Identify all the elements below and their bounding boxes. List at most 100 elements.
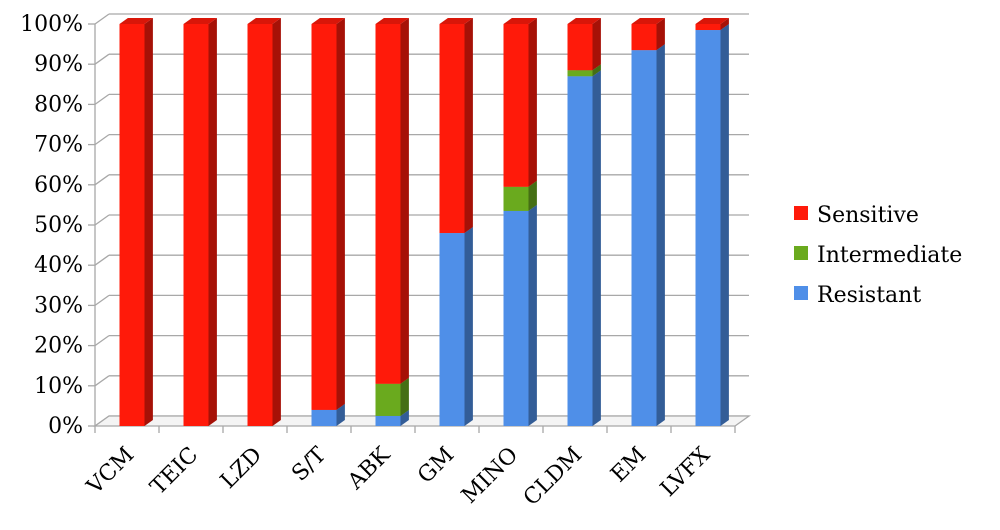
bar-segment-side (400, 18, 409, 384)
bar-segment-front (375, 383, 401, 416)
legend: Sensitive Intermediate Resistant (794, 203, 962, 308)
y-tick-label: 70% (34, 133, 83, 158)
bar-segment-side (208, 18, 217, 426)
legend-entry: Intermediate (794, 243, 962, 268)
x-tick-label: VCM (82, 443, 139, 500)
y-tick-label: 50% (34, 213, 83, 238)
bar-segment-top (247, 18, 281, 24)
gridline-depth (94, 214, 110, 226)
y-tick-labels: 0% 10% 20% 30% 40% 50% 60% 70% 80% 90% 100% (20, 12, 83, 439)
gridline-depth (94, 13, 110, 25)
bar-segment-side (656, 44, 665, 426)
x-tick-label: ABK (343, 442, 396, 495)
bar-segment-side (272, 18, 281, 426)
gridline-depth (94, 375, 110, 387)
bar-segment (695, 24, 729, 427)
bar-segment-front (631, 50, 657, 426)
bars (119, 18, 729, 427)
gridline-depth (94, 254, 110, 266)
bar-segment-top (119, 18, 153, 24)
gridline-depth (94, 174, 110, 186)
bar-segment-side (656, 18, 665, 51)
bar-segment (311, 18, 345, 410)
bar-segment-side (144, 18, 153, 426)
gridline-depth (94, 335, 110, 347)
bar-segment-front (503, 186, 529, 211)
gridline-depth (94, 134, 110, 146)
bar-segment (247, 18, 281, 426)
legend-label: Sensitive (817, 203, 919, 228)
legend-entry: Resistant (794, 283, 921, 308)
bar-segment-front (503, 210, 529, 426)
bar-segment (119, 18, 153, 426)
bar-segment-side (400, 377, 409, 416)
bar-segment-top (311, 18, 345, 24)
bar-segment-side (336, 18, 345, 410)
bar-segment-front (631, 24, 657, 51)
bar-segment (567, 18, 601, 71)
bar-segment-front (311, 409, 337, 426)
bar-segment (567, 70, 601, 426)
x-tick-label: LVFX (656, 442, 716, 502)
gridline-depth (94, 93, 110, 105)
y-tick-label: 90% (34, 52, 83, 77)
bar-segment-front (439, 24, 465, 234)
bar-segment-front (567, 76, 593, 426)
bar-segment-front (247, 24, 273, 426)
bar-segment (375, 18, 409, 384)
bar-segment-front (503, 24, 529, 187)
bar-segment (631, 18, 665, 51)
legend-label: Resistant (817, 283, 921, 308)
y-tick-label: 80% (34, 92, 83, 117)
bar-segment-front (439, 233, 465, 426)
bar-segment-side (592, 64, 601, 77)
legend-label: Intermediate (817, 243, 962, 268)
gridline-depth (94, 53, 110, 65)
legend-entry: Sensitive (794, 203, 919, 228)
bar-segment (439, 18, 473, 234)
bar-segment-side (528, 18, 537, 187)
bar-segment-front (119, 24, 145, 426)
bar-segment-side (592, 18, 601, 71)
bar-segment-side (528, 180, 537, 211)
bar-segment-front (183, 24, 209, 426)
y-tick-label: 60% (34, 173, 83, 198)
x-tick-label: MINO (457, 443, 523, 509)
bar-segment-front (567, 70, 593, 77)
bar-segment-front (311, 24, 337, 410)
x-tick-label: S/T (287, 442, 331, 486)
bar-segment (695, 18, 729, 31)
bar-segment (183, 18, 217, 426)
bar-segment (503, 18, 537, 187)
bar-segment-front (695, 30, 721, 427)
bar-segment-top (567, 18, 601, 24)
y-tick-label: 30% (34, 293, 83, 318)
bar-segment-side (336, 403, 345, 426)
x-tick-label: EM (606, 443, 651, 488)
bar-segment-front (695, 24, 721, 31)
legend-swatch (794, 206, 808, 220)
legend-swatch (794, 286, 808, 300)
bar-segment-side (528, 204, 537, 426)
x-tick-label: CLDM (519, 443, 587, 511)
bar-segment-side (400, 409, 409, 426)
x-tick-label: TEIC (146, 443, 203, 500)
bar-segment-front (375, 415, 401, 426)
x-tick-label: LZD (216, 443, 267, 494)
bar-segment-side (464, 227, 473, 426)
bar-segment-side (720, 18, 729, 31)
y-tick-label: 20% (34, 334, 83, 359)
x-tick-label: GM (413, 443, 459, 489)
bar-segment-top (375, 18, 409, 24)
gridline-depth (94, 294, 110, 306)
y-tick-label: 40% (34, 253, 83, 278)
bar-segment-top (695, 18, 729, 24)
bar-segment-front (567, 24, 593, 71)
bar-segment (631, 44, 665, 426)
bar-segment-side (720, 24, 729, 427)
y-tick-label: 0% (48, 414, 83, 439)
legend-swatch (794, 246, 808, 260)
